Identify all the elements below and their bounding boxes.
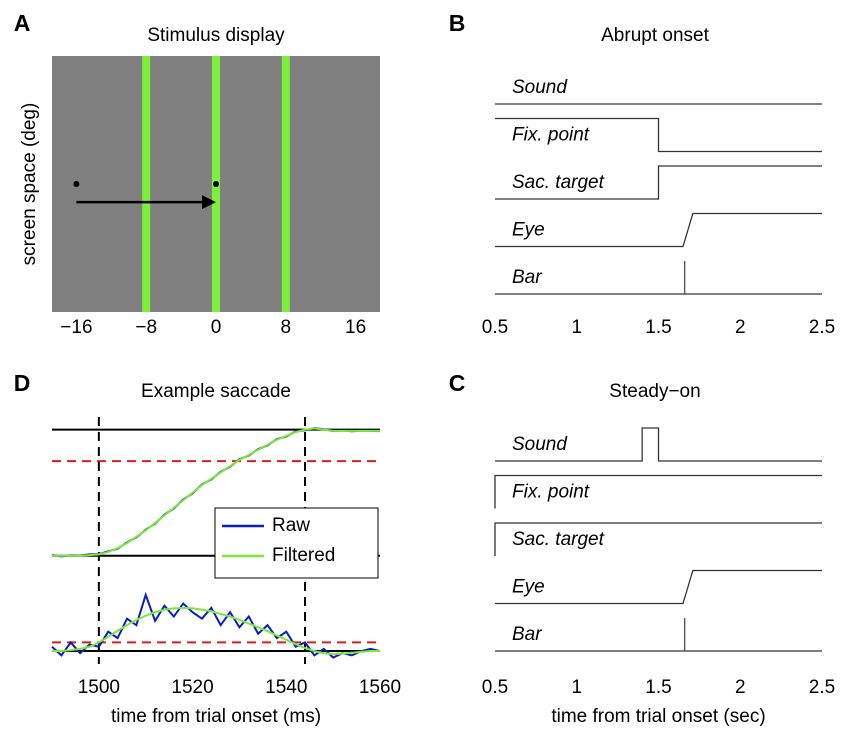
row-label: Bar [512, 267, 542, 288]
row-label: Fix. point [512, 482, 590, 503]
fixation-point [73, 181, 80, 187]
legend-label: Raw [272, 515, 310, 536]
velocity-trace [51, 591, 381, 659]
timing-trace [495, 618, 822, 652]
timing-trace [495, 261, 822, 295]
x-axis-label: time from trial onset (ms) [111, 706, 321, 727]
legend-label: Filtered [272, 545, 335, 566]
x-tick-label: 1.5 [645, 677, 671, 698]
x-tick-label: 1 [571, 317, 582, 338]
timing-trace [495, 569, 822, 605]
x-tick-label: −8 [135, 317, 157, 338]
x-tick-label: 2.5 [809, 317, 835, 338]
x-tick-label: 2 [735, 677, 746, 698]
stimulus-bar [281, 56, 290, 312]
panel-letter: A [14, 10, 31, 36]
x-tick-label: −16 [60, 317, 92, 338]
stimulus-bar [142, 56, 151, 312]
x-tick-label: 2 [735, 317, 746, 338]
panel-letter: C [449, 370, 466, 396]
x-tick-label: 0.5 [482, 317, 508, 338]
row-label: Sound [512, 77, 568, 98]
timing-trace [495, 427, 822, 462]
x-tick-label: 1500 [78, 677, 120, 698]
row-label: Fix. point [512, 125, 590, 146]
x-tick-label: 8 [280, 317, 291, 338]
x-tick-label: 1 [571, 677, 582, 698]
panel-letter: D [14, 370, 31, 396]
x-tick-label: 0 [211, 317, 222, 338]
row-label: Sound [512, 434, 568, 455]
timing-trace [495, 212, 822, 248]
x-tick-label: 0.5 [482, 677, 508, 698]
row-label: Eye [512, 577, 545, 598]
row-label: Sac. target [512, 529, 605, 550]
position-trace [52, 427, 380, 557]
x-tick-label: 16 [345, 317, 366, 338]
panel-letter: B [449, 10, 466, 36]
x-tick-label: 1560 [359, 677, 401, 698]
y-axis-label: screen space (deg) [19, 103, 40, 266]
arrow-head [202, 195, 216, 210]
row-label: Bar [512, 624, 542, 645]
row-label: Sac. target [512, 172, 605, 193]
panel-title: Steady−on [609, 381, 700, 402]
panel-title: Stimulus display [147, 25, 285, 46]
panel-title: Abrupt onset [601, 25, 709, 46]
fixation-point [213, 181, 219, 187]
x-tick-label: 2.5 [809, 677, 835, 698]
panel-title: Example saccade [141, 381, 291, 402]
timing-trace [495, 117, 822, 153]
timing-trace [495, 165, 822, 200]
legend-box [214, 507, 379, 579]
velocity-trace [52, 606, 380, 656]
x-tick-label: 1540 [265, 677, 307, 698]
timing-trace [494, 522, 822, 556]
x-tick-label: 1.5 [645, 317, 671, 338]
timing-trace [494, 474, 822, 509]
x-tick-label: 1520 [171, 677, 213, 698]
x-axis-label: time from trial onset (sec) [551, 706, 765, 727]
row-label: Eye [512, 220, 545, 241]
